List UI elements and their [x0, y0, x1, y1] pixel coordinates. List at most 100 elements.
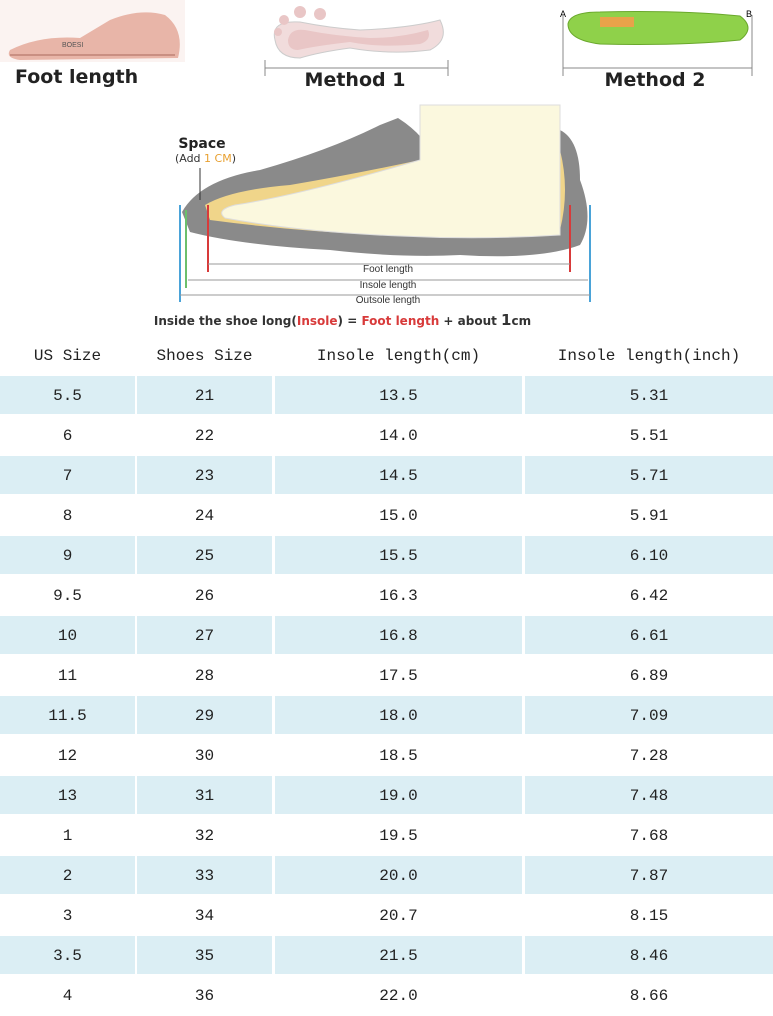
table-cell: 14.5: [379, 467, 417, 485]
table-cell: 24: [195, 507, 214, 525]
cell-background: [525, 696, 773, 734]
table-cell: 5.31: [630, 387, 668, 405]
cell-background: [0, 376, 135, 414]
table-cell: 21.5: [379, 947, 417, 965]
table-cell: 9.5: [53, 587, 82, 605]
table-cell: 7.68: [630, 827, 668, 845]
cell-background: [0, 856, 135, 894]
table-cell: 5.91: [630, 507, 668, 525]
table-cell: 20.7: [379, 907, 417, 925]
cell-background: [275, 616, 522, 654]
table-cell: 18.0: [379, 707, 417, 725]
foot-length-measure: Foot length: [363, 264, 413, 275]
table-cell: 28: [195, 667, 214, 685]
table-cell: 9: [63, 547, 73, 565]
cell-background: [275, 536, 522, 574]
cell-background: [0, 456, 135, 494]
size-table: US Size Shoes Size Insole length(cm) Insole…: [0, 347, 773, 1005]
table-cell: 15.5: [379, 547, 417, 565]
cell-background: [275, 856, 522, 894]
table-cell: 3: [63, 907, 73, 925]
caption-text: 1: [501, 311, 511, 329]
cell-background: [137, 616, 272, 654]
table-cell: 33: [195, 867, 214, 885]
table-cell: 8.15: [630, 907, 668, 925]
add-text: ): [232, 152, 236, 165]
table-cell: 5.71: [630, 467, 668, 485]
table-cell: 5.5: [53, 387, 82, 405]
table-cell: 6.61: [630, 627, 668, 645]
table-cell: 18.5: [379, 747, 417, 765]
caption-foot-length: Foot length: [361, 314, 439, 328]
cell-background: [0, 936, 135, 974]
table-cell: 16.3: [379, 587, 417, 605]
cell-background: [137, 376, 272, 414]
cell-background: [275, 456, 522, 494]
foot-photo: BOESI: [0, 0, 185, 62]
column-header: Insole length(inch): [558, 347, 740, 365]
table-cell: 27: [195, 627, 214, 645]
table-cell: 35: [195, 947, 214, 965]
cell-background: [137, 696, 272, 734]
table-cell: 8.66: [630, 987, 668, 1005]
caption-text: + about: [439, 314, 501, 328]
cell-background: [525, 456, 773, 494]
table-cell: 7.28: [630, 747, 668, 765]
add-amount: 1 CM: [204, 152, 232, 165]
table-cell: 12: [58, 747, 77, 765]
insole: [562, 11, 753, 76]
table-cell: 16.8: [379, 627, 417, 645]
add-label: (Add 1 CM): [157, 152, 246, 165]
table-cell: 15.0: [379, 507, 417, 525]
table-cell: 7.09: [630, 707, 668, 725]
table-cell: 11: [58, 667, 77, 685]
table-cell: 2: [63, 867, 73, 885]
cell-background: [137, 776, 272, 814]
table-cell: 22: [195, 427, 214, 445]
table-cell: 20.0: [379, 867, 417, 885]
caption-insole: Insole: [297, 314, 338, 328]
table-cell: 19.5: [379, 827, 417, 845]
table-cell: 34: [195, 907, 214, 925]
caption-text: cm: [511, 314, 531, 328]
add-text: (Add: [175, 152, 204, 165]
table-cell: 7: [63, 467, 73, 485]
table-cell: 7.87: [630, 867, 668, 885]
table-cell: 13: [58, 787, 77, 805]
caption: Inside the shoe long(Insole) = Foot leng…: [133, 311, 544, 329]
table-cell: 5.51: [630, 427, 668, 445]
cell-background: [525, 616, 773, 654]
cell-background: [137, 456, 272, 494]
column-header: US Size: [34, 347, 101, 365]
table-cell: 13.5: [379, 387, 417, 405]
table-cell: 14.0: [379, 427, 417, 445]
method-1-label: Method 1: [305, 69, 406, 91]
svg-text:BOESI: BOESI: [62, 42, 83, 49]
table-cell: 1: [63, 827, 73, 845]
point-b: B: [746, 9, 752, 19]
table-cell: 25: [195, 547, 214, 565]
table-cell: 4: [63, 987, 73, 1005]
cell-background: [137, 536, 272, 574]
method-2-label: Method 2: [605, 69, 706, 91]
table-cell: 30: [195, 747, 214, 765]
cell-background: [0, 776, 135, 814]
table-cell: 23: [195, 467, 214, 485]
table-cell: 6.10: [630, 547, 668, 565]
footprint: [264, 6, 449, 76]
point-a: A: [560, 9, 566, 19]
insole-length-measure: Insole length: [360, 280, 417, 291]
caption-text: Inside the shoe long(: [154, 314, 297, 328]
table-cell: 31: [195, 787, 214, 805]
shoe-diagram: [179, 104, 591, 302]
cell-background: [0, 616, 135, 654]
table-cell: 11.5: [48, 707, 86, 725]
table-cell: 6: [63, 427, 73, 445]
table-cell: 3.5: [53, 947, 82, 965]
table-cell: 7.48: [630, 787, 668, 805]
space-label: Space: [178, 136, 225, 152]
column-header: Shoes Size: [156, 347, 252, 365]
table-cell: 21: [195, 387, 214, 405]
table-cell: 26: [195, 587, 214, 605]
